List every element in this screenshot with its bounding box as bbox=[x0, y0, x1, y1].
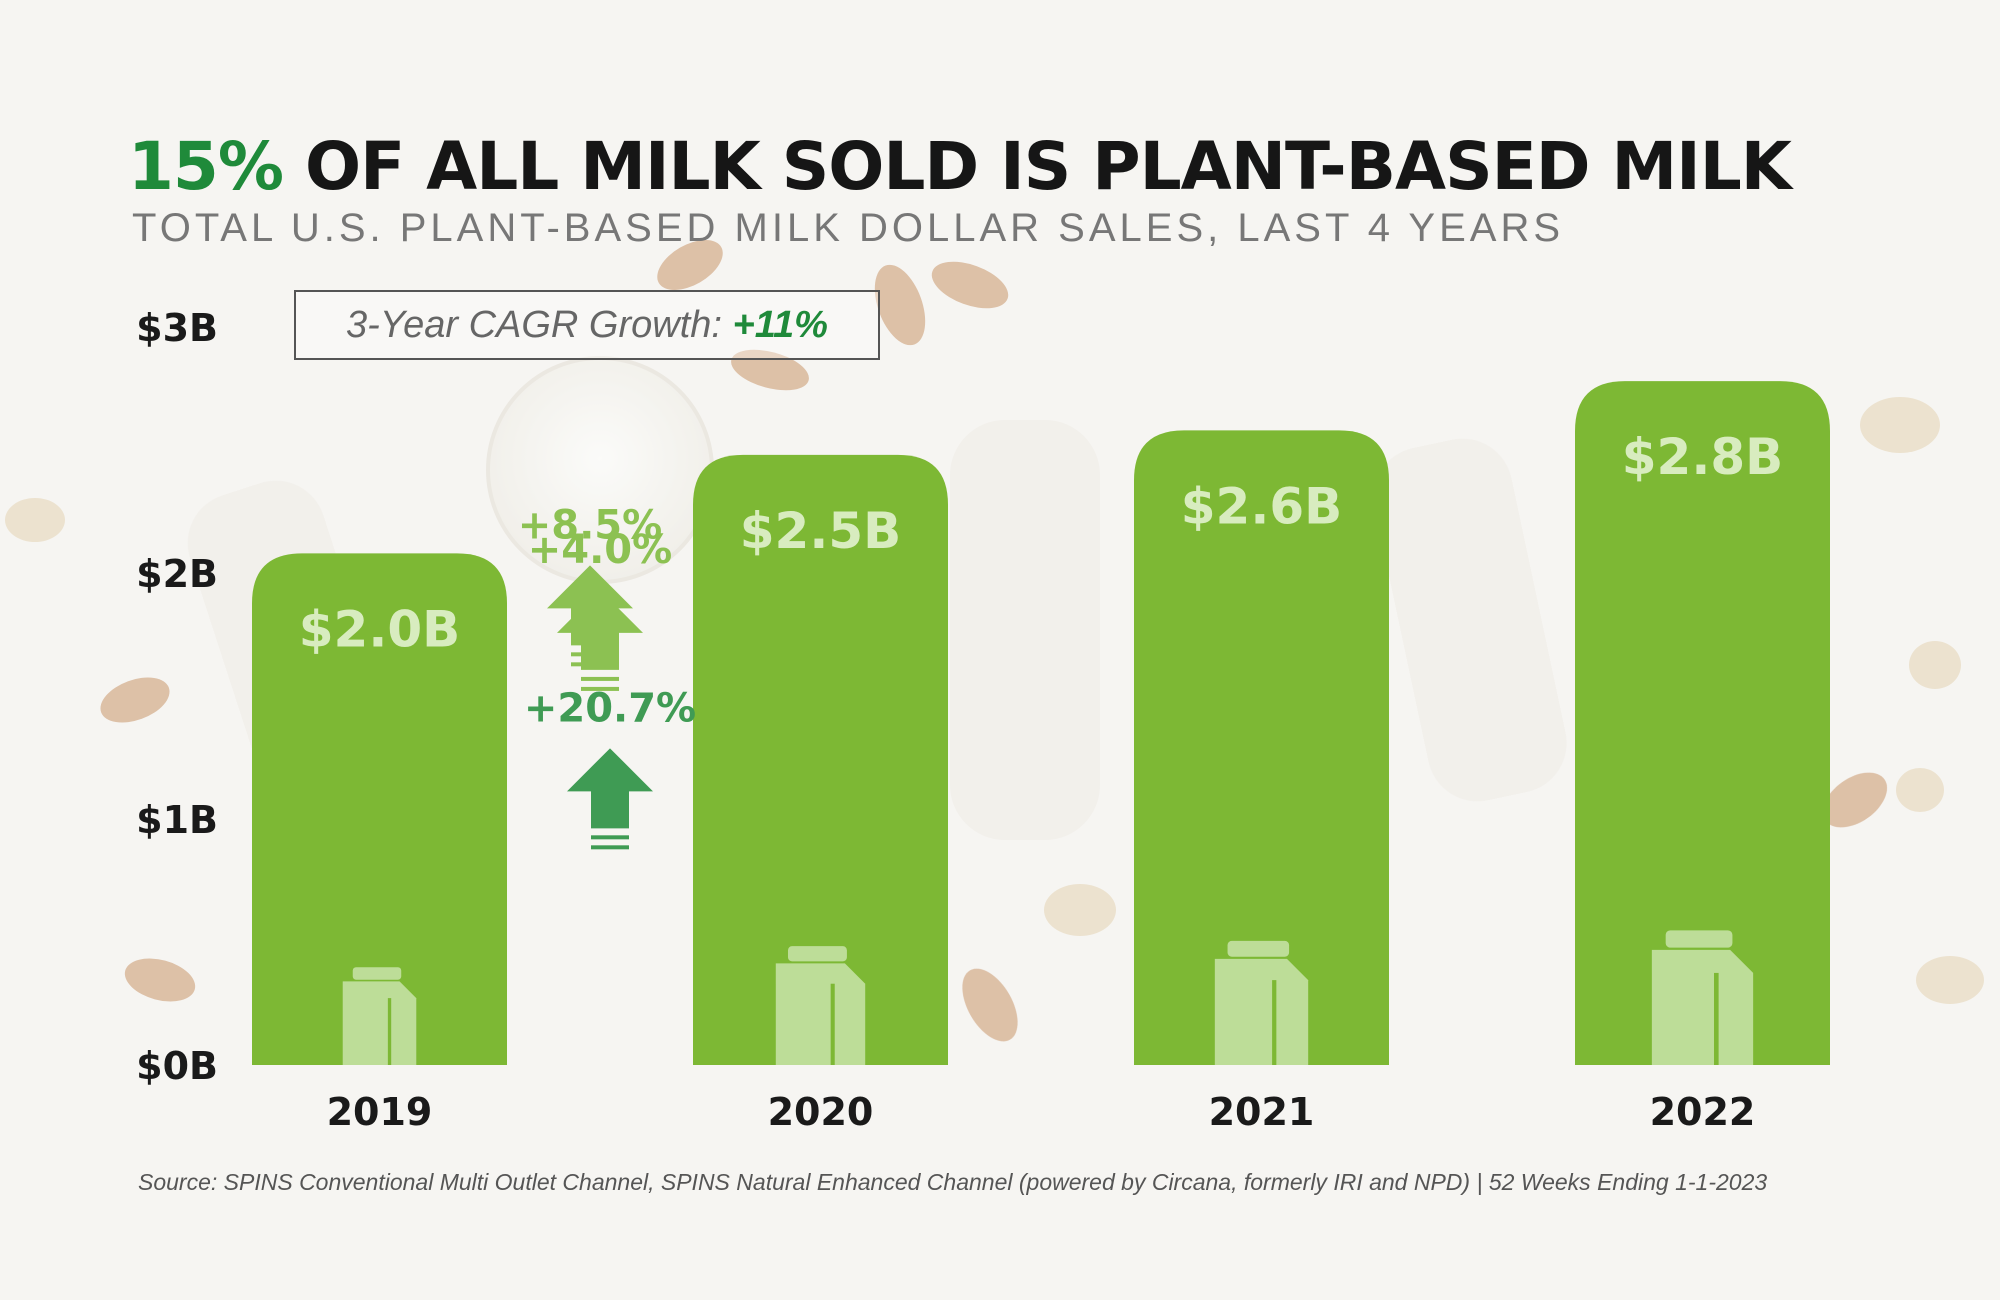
growth-arrow-icon bbox=[567, 748, 653, 829]
carton-body bbox=[775, 963, 866, 1065]
carton-body bbox=[1214, 958, 1309, 1065]
growth-label: +20.7% bbox=[524, 685, 696, 731]
milk-carton-icon bbox=[342, 967, 417, 1065]
growth-arrow-line bbox=[591, 845, 629, 850]
growth-label: +4.0% bbox=[528, 527, 672, 573]
y-tick-label: $1B bbox=[136, 798, 218, 842]
x-tick-label: 2020 bbox=[768, 1090, 874, 1134]
x-tick-label: 2019 bbox=[327, 1090, 433, 1134]
carton-divider bbox=[1272, 980, 1277, 1065]
carton-divider bbox=[1714, 972, 1719, 1065]
page-title: 15% OF ALL MILK SOLD IS PLANT-BASED MILK bbox=[128, 128, 1792, 205]
cagr-value: +11% bbox=[732, 304, 828, 346]
bar-value-label: $2.6B bbox=[1181, 477, 1342, 535]
cagr-callout: 3-Year CAGR Growth: +11% bbox=[294, 290, 880, 360]
milk-bottle-shape bbox=[950, 420, 1100, 840]
milk-bottle-shape bbox=[1373, 438, 1567, 802]
carton-body bbox=[342, 981, 417, 1065]
carton-divider bbox=[830, 983, 835, 1065]
growth-arrow-line bbox=[591, 835, 629, 840]
y-tick-label: $0B bbox=[136, 1044, 218, 1088]
carton-cap bbox=[1227, 940, 1290, 957]
growth-arrow-line bbox=[571, 662, 609, 667]
carton-divider bbox=[387, 998, 392, 1065]
bar-2021 bbox=[1134, 430, 1389, 1065]
y-tick-label: $2B bbox=[136, 552, 218, 596]
bar-value-label: $2.0B bbox=[299, 600, 460, 658]
x-tick-label: 2021 bbox=[1209, 1090, 1315, 1134]
growth-arrow-line bbox=[571, 652, 609, 657]
growth-arrow-icon bbox=[547, 565, 633, 646]
title-text: OF ALL MILK SOLD IS PLANT-BASED MILK bbox=[282, 128, 1792, 205]
bar-value-label: $2.5B bbox=[740, 502, 901, 560]
y-tick-label: $3B bbox=[136, 306, 218, 350]
carton-cap bbox=[1665, 930, 1733, 948]
growth-arrow-line bbox=[581, 686, 619, 691]
page-subtitle: TOTAL U.S. PLANT-BASED MILK DOLLAR SALES… bbox=[132, 206, 1565, 250]
growth-arrow-line bbox=[581, 676, 619, 681]
milk-carton-icon bbox=[1214, 940, 1309, 1065]
carton-body bbox=[1651, 949, 1754, 1065]
growth-label: +8.5% bbox=[518, 502, 662, 548]
bar-2022 bbox=[1575, 381, 1830, 1065]
almonds-decoration bbox=[100, 240, 1888, 1042]
x-tick-label: 2022 bbox=[1650, 1090, 1756, 1134]
bar-2020 bbox=[693, 454, 948, 1065]
carton-cap bbox=[352, 967, 402, 980]
cashews-decoration bbox=[5, 397, 1984, 1004]
milk-carton-icon bbox=[775, 946, 866, 1065]
bar-2019 bbox=[252, 553, 507, 1065]
carton-cap bbox=[787, 946, 847, 962]
title-highlight: 15% bbox=[128, 128, 284, 205]
cagr-label: 3-Year CAGR Growth: bbox=[346, 304, 733, 346]
bar-value-label: $2.8B bbox=[1622, 428, 1783, 486]
milk-carton-icon bbox=[1651, 930, 1754, 1065]
source-note: Source: SPINS Conventional Multi Outlet … bbox=[138, 1169, 1768, 1195]
